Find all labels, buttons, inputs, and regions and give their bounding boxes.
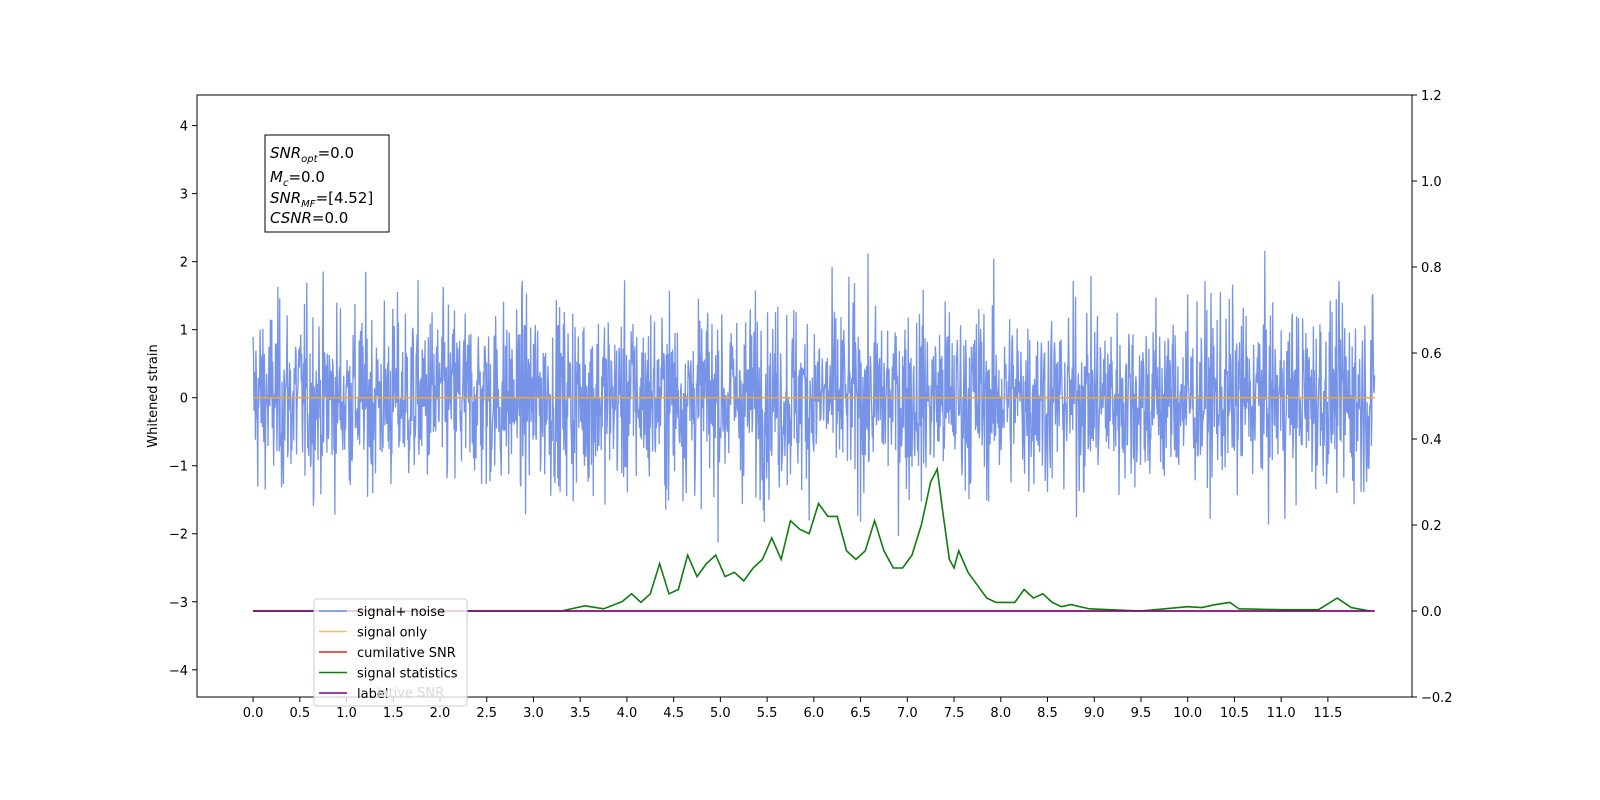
legend-label: signal statistics <box>357 667 458 682</box>
x-tick-label: 11.5 <box>1313 706 1342 721</box>
legend-label: signal only <box>357 626 427 641</box>
x-tick-label: 8.0 <box>990 706 1011 721</box>
x-tick-label: 6.5 <box>850 706 871 721</box>
y2-tick-label: 0.6 <box>1421 347 1442 362</box>
x-tick-label: 10.5 <box>1220 706 1249 721</box>
info-snr-mf: SNRMF=[4.52] <box>270 189 373 210</box>
x-tick-label: 3.5 <box>570 706 591 721</box>
x-tick-label: 1.0 <box>336 706 357 721</box>
x-tick-label: 6.0 <box>804 706 825 721</box>
x-tick-label: 8.5 <box>1037 706 1058 721</box>
legend: signal+ noise signal only cumilative SNR si… <box>314 599 467 706</box>
y-tick-label: 4 <box>180 120 188 135</box>
y2-tick-label: 1.2 <box>1421 89 1442 104</box>
y2-tick-label: −0.2 <box>1421 691 1453 706</box>
y2-tick-label: 0.2 <box>1421 519 1442 534</box>
info-box: SNRopt=0.0 Mc=0.0 SNRMF=[4.52] CSNR=0.0 <box>265 135 389 232</box>
y2-tick-label: 0.8 <box>1421 261 1442 276</box>
x-tick-label: 5.0 <box>710 706 731 721</box>
x-tick-label: 7.5 <box>944 706 965 721</box>
y-tick-label: −2 <box>169 528 188 543</box>
y2-tick-label: 0.0 <box>1421 605 1442 620</box>
x-tick-label: 4.0 <box>617 706 638 721</box>
series-signal-statistics <box>253 469 1370 611</box>
x-tick-label: 9.0 <box>1084 706 1105 721</box>
y-tick-label: −3 <box>169 596 188 611</box>
x-tick-label: 1.5 <box>383 706 404 721</box>
y-axis-right: 1.2 1.0 0.8 0.6 0.4 0.2 0.0 −0.2 <box>1412 89 1453 706</box>
x-tick-label: 5.5 <box>757 706 778 721</box>
y2-tick-label: 0.4 <box>1421 433 1442 448</box>
info-mc: Mc=0.0 <box>270 168 325 189</box>
x-tick-label: 11.0 <box>1267 706 1296 721</box>
y-tick-label: −4 <box>169 664 188 679</box>
x-tick-label: 3.0 <box>523 706 544 721</box>
x-tick-label: 9.5 <box>1131 706 1152 721</box>
x-tick-label: 0.5 <box>289 706 310 721</box>
x-tick-label: 10.0 <box>1173 706 1202 721</box>
y-tick-label: 0 <box>180 392 188 407</box>
y-tick-label: 2 <box>180 256 188 271</box>
plot-area <box>253 251 1375 611</box>
series-signal-noise <box>253 251 1375 543</box>
legend-label: signal+ noise <box>357 605 445 620</box>
legend-ghost-text: lative SNR <box>377 686 444 701</box>
x-tick-label: 2.0 <box>430 706 451 721</box>
info-csnr: CSNR=0.0 <box>270 209 348 227</box>
y-axis-label: Whitened strain <box>146 344 161 447</box>
legend-label: cumilative SNR <box>357 646 456 661</box>
x-tick-label: 4.5 <box>663 706 684 721</box>
y2-tick-label: 1.0 <box>1421 175 1442 190</box>
y-tick-label: 1 <box>180 324 188 339</box>
y-axis-left: 4 3 2 1 0 −1 −2 −3 −4 <box>169 120 197 679</box>
x-tick-label: 0.0 <box>243 706 264 721</box>
y-tick-label: −1 <box>169 460 188 475</box>
x-tick-label: 7.0 <box>897 706 918 721</box>
x-tick-label: 2.5 <box>476 706 497 721</box>
y-tick-label: 3 <box>180 188 188 203</box>
